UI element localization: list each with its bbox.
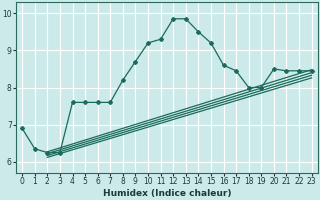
X-axis label: Humidex (Indice chaleur): Humidex (Indice chaleur) — [103, 189, 231, 198]
